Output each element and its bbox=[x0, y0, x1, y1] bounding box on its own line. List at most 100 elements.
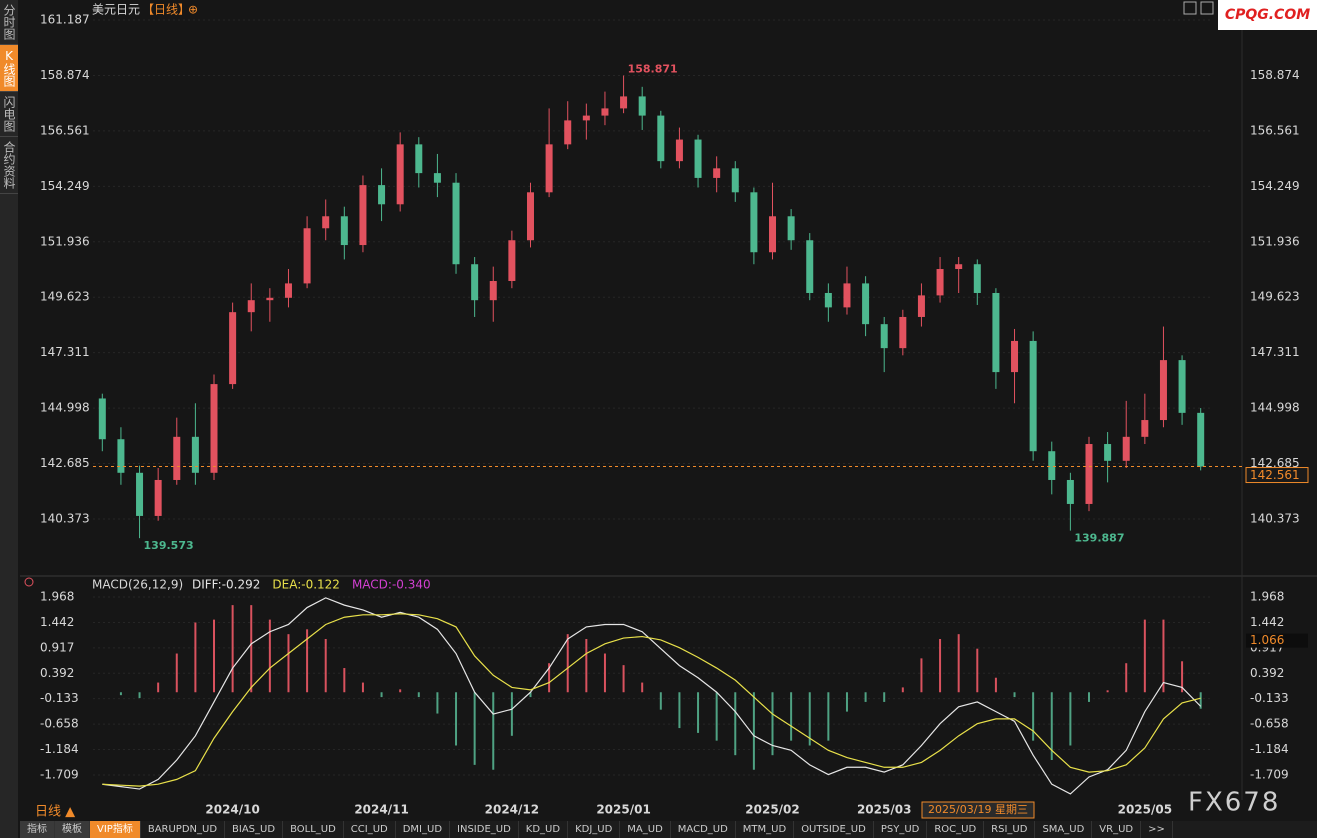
add-icon[interactable]: ⊕ bbox=[188, 3, 198, 17]
y-tick-label: 1.968 bbox=[1250, 589, 1284, 603]
candle-body bbox=[750, 192, 758, 253]
candle-body bbox=[992, 292, 1000, 373]
sidebar: 分时图 K线图 闪电图 合约资料 bbox=[0, 0, 18, 838]
candle-body bbox=[378, 185, 386, 205]
candle-body bbox=[545, 144, 553, 193]
indicator-tab[interactable]: INSIDE_UD bbox=[450, 821, 519, 838]
candle-body bbox=[787, 216, 795, 241]
sidebar-tab[interactable]: 分时图 bbox=[0, 0, 18, 45]
cursor-value: 1.066 bbox=[1250, 633, 1284, 647]
candle-body bbox=[415, 144, 423, 174]
candle-body bbox=[1011, 340, 1019, 373]
sidebar-tab[interactable]: 合约资料 bbox=[0, 137, 18, 194]
candle-body bbox=[824, 292, 832, 308]
candle-body bbox=[154, 479, 162, 516]
chart-title: 美元日元 bbox=[92, 3, 140, 17]
x-tick-label: 2024/10 bbox=[205, 803, 259, 817]
candle-body bbox=[284, 283, 292, 298]
candle-body bbox=[266, 297, 274, 301]
indicator-tab[interactable]: DMI_UD bbox=[396, 821, 451, 838]
candle-body bbox=[247, 300, 255, 313]
sidebar-tab[interactable]: K线图 bbox=[0, 45, 18, 92]
indicator-tab[interactable]: MA_UD bbox=[620, 821, 671, 838]
indicator-tab[interactable]: ROC_UD bbox=[927, 821, 985, 838]
candle-body bbox=[471, 264, 479, 301]
candle-body bbox=[229, 312, 237, 385]
indicator-tab[interactable]: CCI_UD bbox=[344, 821, 396, 838]
indicator-tab[interactable]: KD_UD bbox=[519, 821, 569, 838]
candle-body bbox=[508, 240, 516, 282]
y-tick-label: 149.623 bbox=[1250, 290, 1300, 304]
y-tick-label: 1.442 bbox=[40, 615, 74, 629]
indicator-tab[interactable]: 模板 bbox=[55, 821, 90, 838]
candle-body bbox=[303, 228, 311, 284]
y-tick-label: 154.249 bbox=[1250, 179, 1300, 193]
y-tick-label: 161.187 bbox=[40, 13, 90, 27]
candle-body bbox=[694, 139, 702, 178]
candle-body bbox=[1085, 444, 1093, 504]
candle-body bbox=[638, 96, 646, 116]
candle-body bbox=[806, 240, 814, 293]
indicator-tab[interactable]: SMA_UD bbox=[1035, 821, 1093, 838]
y-tick-label: 0.392 bbox=[40, 666, 74, 680]
watermark: FX678 bbox=[1188, 788, 1280, 818]
x-tick-label: 2025/01 bbox=[596, 803, 650, 817]
indicator-tab[interactable]: OUTSIDE_UD bbox=[794, 821, 874, 838]
y-tick-label: -1.184 bbox=[40, 742, 79, 756]
indicator-tab[interactable]: VR_UD bbox=[1092, 821, 1142, 838]
indicator-tab[interactable]: PSY_UD bbox=[874, 821, 928, 838]
indicator-tab[interactable]: MACD_UD bbox=[671, 821, 736, 838]
y-tick-label: 156.561 bbox=[40, 123, 90, 137]
indicator-tab[interactable]: 指标 bbox=[20, 821, 55, 838]
y-tick-label: -0.133 bbox=[40, 691, 79, 705]
indicator-tab[interactable]: MTM_UD bbox=[736, 821, 795, 838]
macd-legend-value: MACD:-0.340 bbox=[352, 578, 431, 592]
y-tick-label: 0.917 bbox=[40, 640, 74, 654]
indicator-tab[interactable]: RSI_UD bbox=[984, 821, 1036, 838]
sidebar-tab[interactable]: 闪电图 bbox=[0, 92, 18, 137]
expand-icon[interactable] bbox=[1200, 1, 1214, 15]
candle-body bbox=[98, 398, 106, 440]
candle-body bbox=[713, 168, 721, 178]
y-tick-label: 151.936 bbox=[1250, 234, 1300, 248]
y-tick-label: -0.133 bbox=[1250, 691, 1289, 705]
indicator-tab[interactable]: VIP指标 bbox=[90, 821, 141, 838]
candle-body bbox=[322, 216, 330, 229]
candle-body bbox=[620, 96, 628, 109]
candle-body bbox=[955, 264, 963, 270]
indicator-tab[interactable]: KDJ_UD bbox=[568, 821, 621, 838]
indicator-tab[interactable]: BIAS_UD bbox=[225, 821, 284, 838]
cursor-date-box bbox=[921, 801, 1035, 819]
y-tick-label: 154.249 bbox=[40, 179, 90, 193]
candle-body bbox=[433, 173, 441, 183]
candle-body bbox=[564, 120, 572, 145]
x-tick-label: 2025/05 bbox=[1118, 803, 1172, 817]
x-tick-label: 2024/12 bbox=[485, 803, 539, 817]
y-tick-label: 151.936 bbox=[40, 234, 90, 248]
candle-body bbox=[396, 144, 404, 205]
candle-body bbox=[601, 108, 609, 116]
y-tick-label: 140.373 bbox=[40, 511, 90, 525]
y-tick-label: 147.311 bbox=[1250, 345, 1300, 359]
layout-icon[interactable] bbox=[1183, 1, 1197, 15]
period-label[interactable]: 日线 ▲ bbox=[35, 805, 75, 820]
last-price-box bbox=[1245, 467, 1309, 484]
candle-body bbox=[936, 269, 944, 296]
indicator-tab[interactable]: BARUPDN_UD bbox=[141, 821, 226, 838]
y-tick-label: 156.561 bbox=[1250, 123, 1300, 137]
candle-body bbox=[359, 185, 367, 246]
candle-body bbox=[1159, 360, 1167, 421]
y-tick-label: -1.184 bbox=[1250, 742, 1289, 756]
candle-body bbox=[731, 168, 739, 193]
indicator-tab[interactable]: >> bbox=[1141, 821, 1173, 838]
indicator-tab[interactable]: BOLL_UD bbox=[283, 821, 344, 838]
candle-body bbox=[340, 216, 348, 246]
y-tick-label: -1.709 bbox=[1250, 767, 1289, 781]
indicator-icon[interactable] bbox=[24, 577, 34, 587]
y-tick-label: 158.874 bbox=[1250, 68, 1300, 82]
cursor-value-box bbox=[1246, 633, 1308, 648]
candle-body bbox=[173, 436, 181, 480]
y-tick-label: 144.998 bbox=[1250, 401, 1300, 415]
